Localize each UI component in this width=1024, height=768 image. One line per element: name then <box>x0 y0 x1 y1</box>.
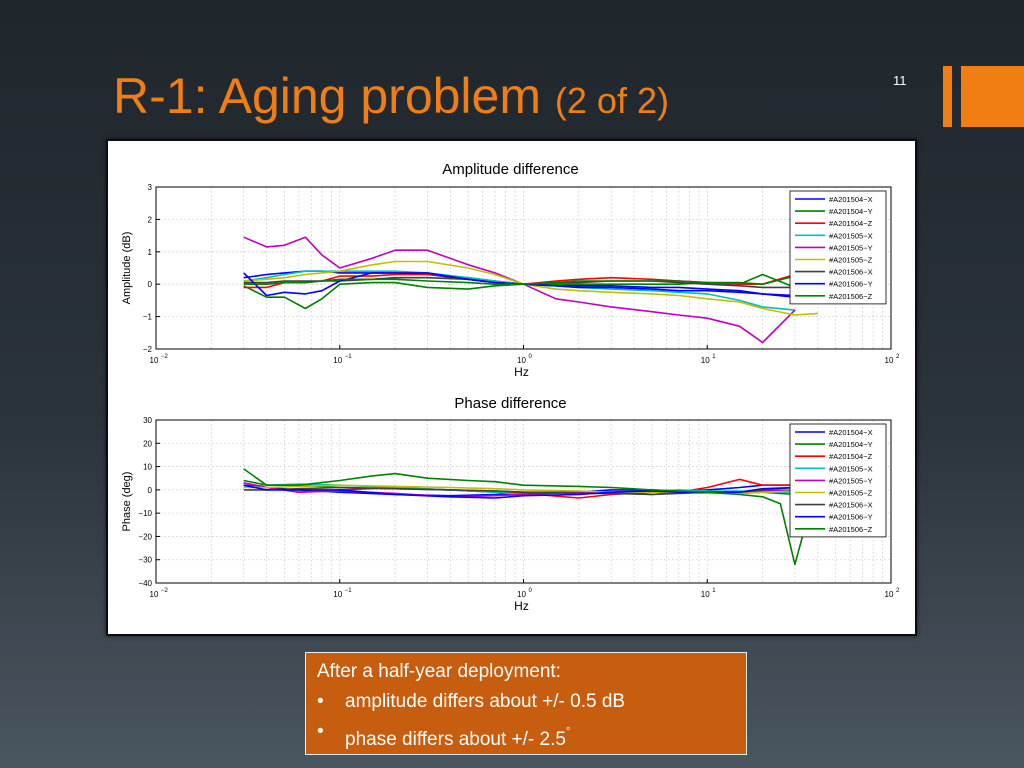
legend-label: #A201505−Z <box>829 256 873 265</box>
x-tick-label: 10 <box>701 356 710 365</box>
callout-bullet-amplitude-text: amplitude differs about +/- 0.5 dB <box>345 691 626 712</box>
x-tick-exponent: −1 <box>345 354 353 360</box>
slide-title: R-1: Aging problem (2 of 2) <box>113 66 669 131</box>
y-tick-label: 10 <box>143 463 152 472</box>
series-line <box>243 275 796 285</box>
series-line <box>243 260 818 316</box>
legend-label: #A201504−Z <box>829 452 873 461</box>
legend-label: #A201504−Z <box>829 219 873 228</box>
summary-callout: After a half-year deployment: amplitude … <box>305 652 747 755</box>
series-line <box>243 484 795 499</box>
callout-bullet-phase: phase differs about +/- 2.5° <box>317 717 736 755</box>
x-axis-label: Hz <box>514 599 529 613</box>
x-axis-label: Hz <box>514 365 529 379</box>
legend-label: #A201504−Y <box>829 207 873 216</box>
y-tick-label: 30 <box>143 416 152 425</box>
legend-label: #A201504−Y <box>829 440 873 449</box>
y-tick-label: −1 <box>143 313 153 322</box>
callout-heading: After a half-year deployment: <box>317 661 561 682</box>
x-tick-label: 10 <box>885 356 894 365</box>
legend-label: #A201504−X <box>829 195 873 204</box>
legend-label: #A201506−Y <box>829 280 873 289</box>
legend-label: #A201505−X <box>829 231 873 240</box>
y-tick-label: 3 <box>148 183 153 192</box>
x-tick-label: 10 <box>333 356 342 365</box>
slide-title-main: R-1: Aging problem <box>113 68 542 124</box>
chart-title: Phase difference <box>454 395 566 412</box>
x-tick-exponent: 0 <box>529 588 533 594</box>
legend-label: #A201504−X <box>829 428 873 437</box>
x-tick-label: 10 <box>885 590 894 599</box>
decorative-bar-thick <box>961 66 1024 127</box>
figure-frame: 3 2 1 0 −1 −2 10 −2 10 −1 10 0 10 1 10 2 Amplitude diffe… <box>106 139 917 636</box>
legend-label: #A201505−Y <box>829 476 873 485</box>
x-tick-label: 10 <box>517 590 526 599</box>
legend-label: #A201506−Z <box>829 525 873 534</box>
y-axis-label: Amplitude (dB) <box>121 232 133 305</box>
y-tick-label: −10 <box>138 509 152 518</box>
x-tick-exponent: 1 <box>712 588 716 594</box>
slide-title-subtitle: (2 of 2) <box>554 80 669 121</box>
slide-number: 11 <box>893 73 907 88</box>
x-tick-label: 10 <box>150 590 159 599</box>
legend-label: #A201506−X <box>829 501 873 510</box>
y-tick-label: −20 <box>138 532 152 541</box>
legend-label: #A201506−Z <box>829 292 873 301</box>
x-tick-label: 10 <box>701 590 710 599</box>
legend-label: #A201506−X <box>829 268 873 277</box>
series-line <box>243 468 804 566</box>
degree-symbol: ° <box>565 726 571 738</box>
series-line <box>243 272 795 298</box>
y-tick-label: −40 <box>138 579 152 588</box>
legend-label: #A201505−Z <box>829 489 873 498</box>
x-tick-label: 10 <box>333 590 342 599</box>
y-tick-label: 20 <box>143 439 152 448</box>
x-tick-exponent: −2 <box>161 354 169 360</box>
y-tick-label: 0 <box>148 280 153 289</box>
y-tick-label: −30 <box>138 556 152 565</box>
y-axis-label: Phase (deg) <box>121 472 133 532</box>
series-line <box>243 270 795 311</box>
y-tick-label: 2 <box>148 215 153 224</box>
callout-bullet-phase-text: phase differs about +/- 2.5 <box>345 729 566 750</box>
legend-label: #A201506−Y <box>829 513 873 522</box>
x-tick-exponent: 0 <box>529 354 533 360</box>
chart-title: Amplitude difference <box>442 161 578 178</box>
x-tick-label: 10 <box>517 356 526 365</box>
y-tick-label: 1 <box>148 248 153 257</box>
callout-bullet-amplitude: amplitude differs about +/- 0.5 dB <box>317 687 736 717</box>
decorative-bar-thin <box>943 66 952 127</box>
series-line <box>243 236 796 344</box>
legend-label: #A201505−X <box>829 464 873 473</box>
legend-label: #A201505−Y <box>829 243 873 252</box>
x-tick-exponent: −1 <box>345 588 353 594</box>
x-tick-label: 10 <box>150 356 159 365</box>
x-tick-exponent: −2 <box>161 588 169 594</box>
x-tick-exponent: 1 <box>712 354 716 360</box>
y-tick-label: 0 <box>148 486 153 495</box>
callout-bullets: amplitude differs about +/- 0.5 dB phase… <box>317 687 736 755</box>
y-tick-label: −2 <box>143 345 153 354</box>
x-tick-exponent: 2 <box>896 588 900 594</box>
x-tick-exponent: 2 <box>896 354 900 360</box>
